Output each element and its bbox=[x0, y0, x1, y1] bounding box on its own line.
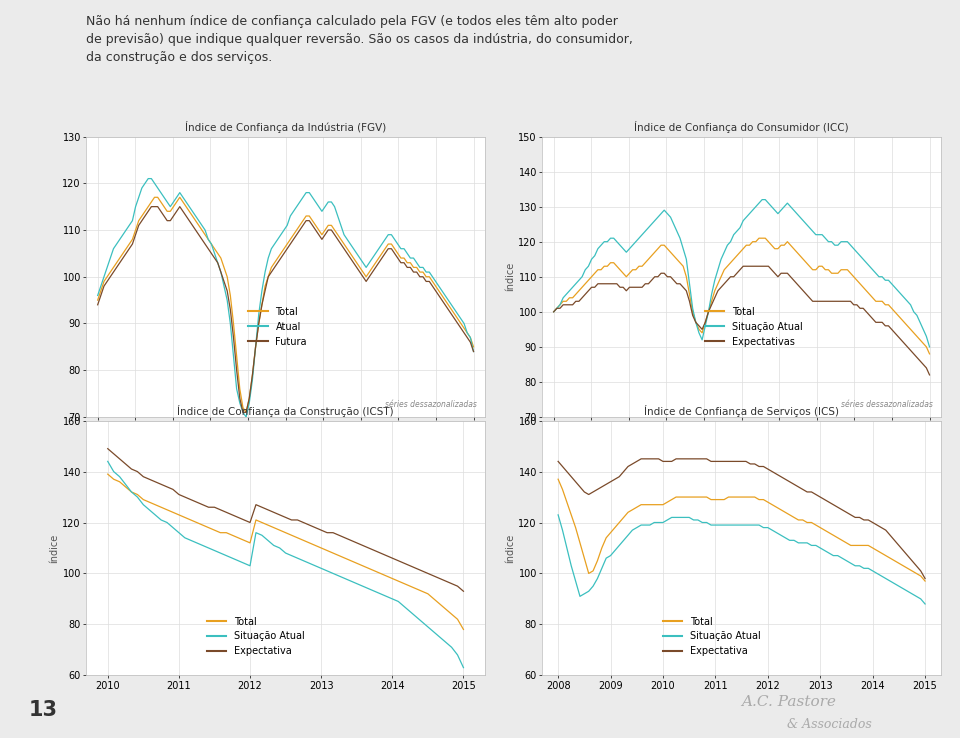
Title: Índice de Confiança da Construção (ICST): Índice de Confiança da Construção (ICST) bbox=[178, 405, 394, 417]
Legend: Total, Atual, Futura: Total, Atual, Futura bbox=[245, 303, 311, 351]
Text: 13: 13 bbox=[29, 700, 59, 720]
Text: séries dessazonalizadas: séries dessazonalizadas bbox=[385, 399, 477, 409]
Title: Índice de Confiança da Indústria (FGV): Índice de Confiança da Indústria (FGV) bbox=[185, 121, 386, 133]
Text: & Associados: & Associados bbox=[787, 717, 872, 731]
Text: A.C. Pastore: A.C. Pastore bbox=[741, 695, 836, 709]
Y-axis label: índice: índice bbox=[506, 262, 516, 292]
Title: Índice de Confiança de Serviços (ICS): Índice de Confiança de Serviços (ICS) bbox=[644, 405, 839, 417]
Title: Índice de Confiança do Consumidor (ICC): Índice de Confiança do Consumidor (ICC) bbox=[635, 121, 849, 133]
Text: Não há nenhum índice de confiança calculado pela FGV (e todos eles têm alto pode: Não há nenhum índice de confiança calcul… bbox=[86, 15, 634, 63]
Text: séries dessazonalizadas: séries dessazonalizadas bbox=[841, 399, 933, 409]
Y-axis label: índice: índice bbox=[506, 534, 516, 562]
Legend: Total, Situação Atual, Expectativa: Total, Situação Atual, Expectativa bbox=[203, 613, 308, 661]
Y-axis label: índice: índice bbox=[50, 534, 60, 562]
Legend: Total, Situação Atual, Expectativa: Total, Situação Atual, Expectativa bbox=[659, 613, 764, 661]
Legend: Total, Situação Atual, Expectativas: Total, Situação Atual, Expectativas bbox=[701, 303, 806, 351]
